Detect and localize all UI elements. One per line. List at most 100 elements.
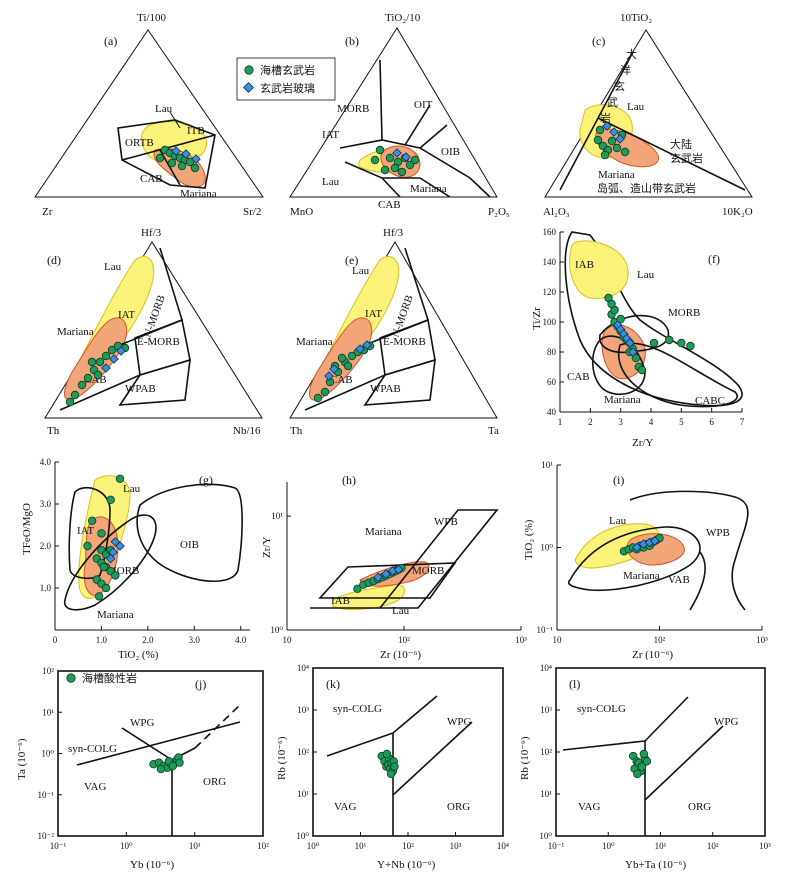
wpb-boundary: [629, 490, 749, 611]
panel-tag: (k): [326, 677, 340, 691]
sample-point: [156, 764, 166, 774]
field-label: IAT: [118, 309, 135, 321]
x-tick-label: 1: [558, 417, 563, 427]
panel-f-points: [604, 293, 695, 375]
field-label: E-MORB: [383, 336, 426, 348]
field-label: Mariana: [365, 526, 402, 538]
axis-ticks: 10 10² 10³ 10⁻¹ 10⁰ 10¹: [537, 460, 769, 645]
arc-label: 岛弧、造山带玄武岩: [597, 181, 696, 195]
panel-a: Ti/100 Zr Sr/2 (a) Lau ITB ORTB CAB Mari…: [34, 12, 264, 218]
field-label: IAT: [77, 525, 94, 537]
panel-tag: (b): [345, 34, 359, 48]
panel-j-points: [149, 753, 184, 774]
legend-basalt-marker: [244, 65, 254, 75]
ocean-char: 玄: [614, 79, 625, 93]
field-label: WPAB: [370, 383, 401, 395]
apex-top-label: Ti/100: [137, 12, 166, 24]
y-tick-label: 160: [543, 227, 557, 237]
field-label: WPB: [706, 527, 730, 539]
x-tick-label: 4.0: [235, 635, 247, 645]
field-label: Mariana: [598, 169, 635, 181]
field-label: Lau: [637, 269, 655, 281]
field-label: syn-COLG: [68, 743, 117, 755]
y-tick-label: 10⁰: [296, 831, 309, 841]
y-axis-label: Zr/Y: [261, 537, 273, 558]
apex-top-label: Hf/3: [141, 227, 162, 239]
y-tick-label: 10⁻¹: [38, 790, 55, 800]
glass-point: [609, 127, 619, 137]
boundary: [562, 740, 646, 751]
glass-point: [115, 541, 125, 551]
y-tick-label: 10²: [540, 747, 552, 757]
boundary: [118, 358, 191, 406]
axis-ticks: 1 2 3 4 5 6 7 40 60 80 100 120 140 160: [543, 227, 745, 427]
apex-left-label: MnO: [290, 206, 313, 218]
panel-g: (g) Lau IAT OIB MORB Mariana TiO₂ (%) TF…: [21, 457, 250, 661]
sample-point: [94, 592, 104, 601]
sample-point: [649, 338, 659, 348]
field-label: VAG: [578, 801, 600, 813]
field-label: Mariana: [180, 188, 217, 200]
sample-point: [637, 762, 647, 771]
basalt-point: [83, 373, 93, 383]
x-tick-label: 10²: [707, 841, 719, 851]
sample-point: [686, 341, 695, 351]
boundary: [379, 59, 383, 141]
field-label: Lau: [352, 265, 370, 277]
y-tick-label: 10⁰: [270, 625, 283, 635]
y-tick-label: 4.0: [40, 457, 52, 467]
panel-i: (i) Lau WPB Mariana VAB Zr (10⁻⁶) TiO₂ (…: [523, 460, 768, 661]
apex-left-label: Th: [47, 425, 60, 437]
glass-point: [355, 344, 365, 354]
iab-boundary: [564, 231, 743, 407]
basalt-point: [70, 390, 80, 400]
field-label: Lau: [322, 176, 340, 188]
basalt-point: [95, 357, 105, 367]
y-tick-label: 10⁰: [539, 831, 552, 841]
glass-point: [393, 564, 404, 575]
legend-box: [236, 57, 336, 101]
sample-point: [665, 335, 674, 345]
basalt-point: [87, 357, 97, 367]
panel-tag: (e): [345, 253, 358, 267]
legend-acid-label: 海槽酸性岩: [82, 671, 137, 685]
field-label: Mariana: [57, 326, 94, 338]
boundary: [644, 696, 689, 742]
ocean-char: 岩: [600, 111, 611, 125]
panel-i-points: [619, 533, 664, 556]
field-label: ORG: [688, 801, 711, 813]
basalt-point: [77, 380, 87, 390]
x-tick-label: 5: [679, 417, 684, 427]
field-label: OIB: [180, 539, 199, 551]
basalt-point: [612, 143, 622, 153]
field-label: syn-COLG: [333, 703, 382, 715]
legend-basalt-label: 海槽玄武岩: [260, 63, 315, 77]
panel-e: Hf/3 Th Ta (e) Lau IAT N-MORB Mariana E-…: [289, 227, 499, 437]
basalt-point: [65, 397, 75, 407]
basalt-point: [93, 370, 103, 380]
basalt-point: [190, 163, 200, 173]
sample-point: [106, 495, 115, 504]
panel-d: Hf/3 Th Nb/16 (d) Lau IAT N-MORB Mariana…: [44, 227, 263, 437]
field-label: Lau: [627, 101, 645, 113]
x-tick-label: 3.0: [189, 635, 201, 645]
glass-point: [602, 121, 612, 131]
glass-point: [108, 547, 118, 558]
panel-c-points: [593, 121, 630, 160]
y-tick-label: 140: [543, 257, 557, 267]
glass-point: [615, 134, 625, 144]
boundary: [121, 134, 216, 161]
basalt-point: [343, 361, 353, 371]
lau-field: [332, 584, 405, 610]
sample-point: [386, 769, 396, 779]
sample-point: [111, 571, 120, 580]
boundary: [363, 358, 436, 406]
basalt-point: [593, 135, 603, 145]
x-tick-label: 10³: [515, 635, 527, 645]
glass-point: [171, 146, 181, 156]
apex-left-label: Zr: [42, 206, 53, 218]
apex-right-label: Sr/2: [243, 206, 261, 218]
panel-c: 10TiO₂ Al₂O₃ 10K₂O (c) 大 洋 玄 武 岩 大陆 玄武岩 …: [543, 12, 753, 218]
y-tick-label: 10⁻²: [38, 831, 55, 841]
x-tick-label: 10⁴: [497, 841, 509, 851]
